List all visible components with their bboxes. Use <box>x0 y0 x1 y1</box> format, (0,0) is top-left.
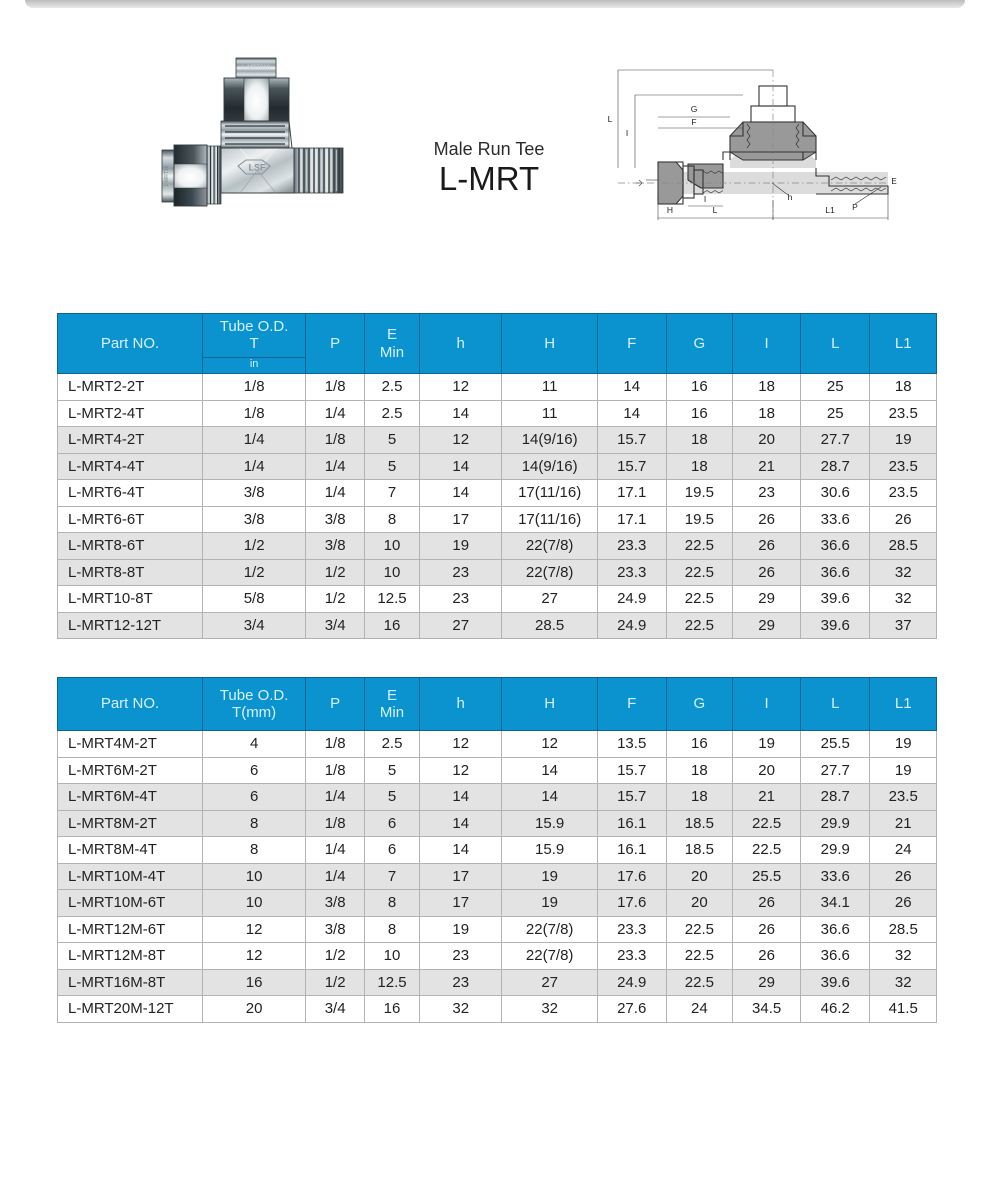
svg-text:L1: L1 <box>825 205 835 215</box>
svg-text:L-MRT18: L-MRT18 <box>164 165 170 186</box>
svg-text:I: I <box>626 128 628 138</box>
svg-text:H: H <box>667 205 673 215</box>
svg-text:F: F <box>691 117 696 127</box>
svg-text:G: G <box>691 104 698 114</box>
svg-text:L: L <box>713 205 718 215</box>
svg-text:E: E <box>891 177 896 186</box>
svg-text:h: h <box>788 192 793 202</box>
svg-text:LSF: LSF <box>249 163 267 173</box>
svg-text:L-MRT816: L-MRT816 <box>242 65 271 71</box>
svg-text:I: I <box>704 194 706 204</box>
svg-text:P: P <box>852 202 858 212</box>
svg-text:L: L <box>608 114 613 124</box>
